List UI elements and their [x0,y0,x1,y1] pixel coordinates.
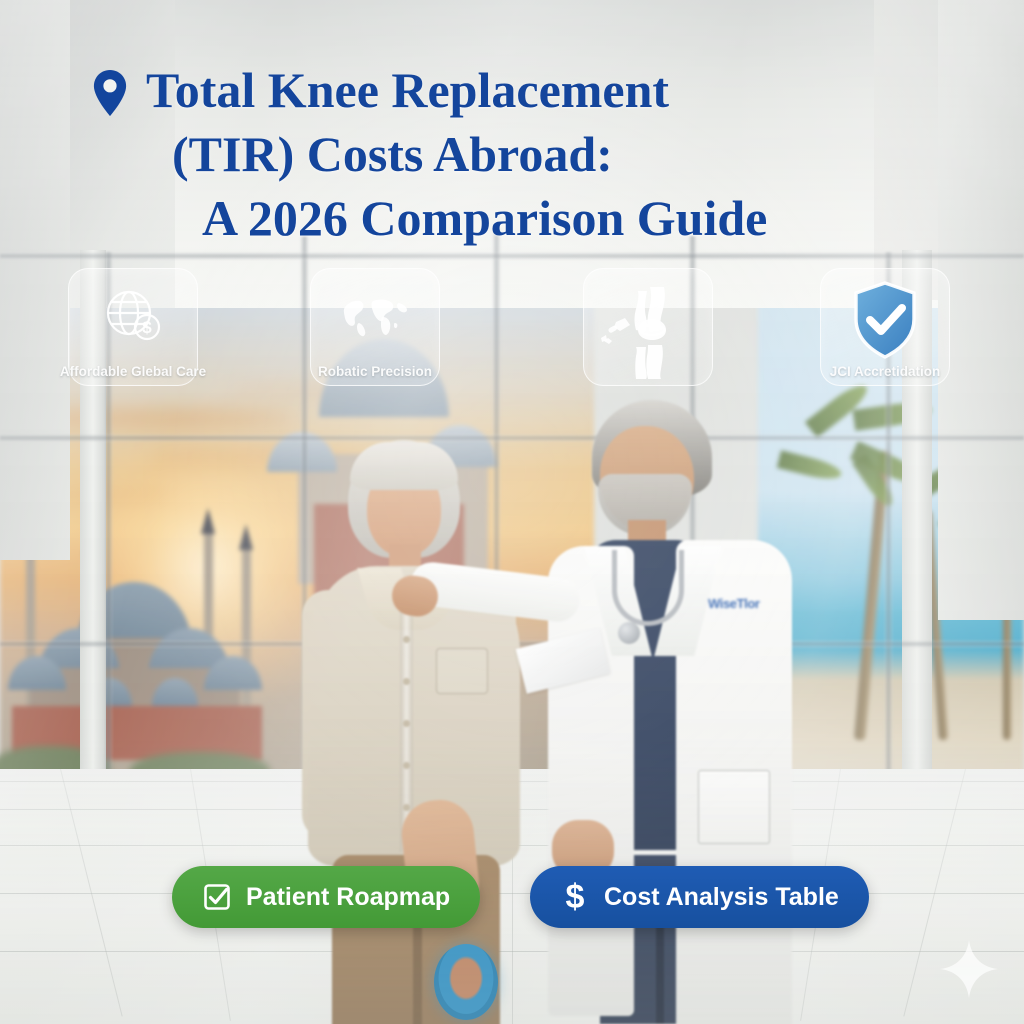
feature-badge-row: $ Affordable Glebal Care Robatic Precisi… [0,268,1024,390]
doctor-figure: WiseTlor [389,400,810,1024]
robotic-knee-joint-icon [600,283,696,379]
svg-text:$: $ [142,318,152,337]
headline-line-1: Total Knee Replacement [146,62,670,118]
pillar-left [80,250,106,810]
badge-label: Robatic Precision [317,364,433,379]
headline-line-3: A 2026 Comparison Guide [202,190,768,246]
badge-robotic-precision[interactable]: Robatic Precision [310,268,440,386]
badge-label: JCI Accretidation [829,364,941,379]
knee-highlight-marker [434,944,498,1020]
cta-label: Cost Analysis Table [604,882,839,911]
globe-dollar-icon: $ [97,281,169,353]
dollar-sign-icon: $ [565,878,585,916]
world-map-icon [339,281,411,353]
badge-affordable-global-care[interactable]: $ Affordable Glebal Care [60,268,206,386]
badge-robotic-knee-surgery[interactable] [583,268,713,386]
wall-left [0,0,70,560]
pillar-right [902,250,932,810]
badge-label: Affordable Glebal Care [59,364,207,379]
headline-block: Total Knee Replacement (TIR) Costs Abroa… [84,58,944,250]
coat-logo-text: WiseTlor [708,596,760,611]
location-pin-icon [93,70,127,116]
cta-button-row: Patient Roapmap $ Cost Analysis Table [0,866,1024,934]
cta-label: Patient Roapmap [246,882,451,911]
sparkle-icon [939,939,999,999]
patient-figure [296,440,531,1024]
badge-jci-accreditation[interactable]: JCI Accretidation [820,268,950,386]
shield-check-icon [846,281,924,359]
headline-line-2: (TIR) Costs Abroad: [172,126,613,182]
patient-roadmap-button[interactable]: Patient Roapmap [172,866,481,928]
wall-right [938,0,1024,620]
cost-analysis-table-button[interactable]: $ Cost Analysis Table [530,866,869,928]
checkbox-check-icon [202,882,232,912]
